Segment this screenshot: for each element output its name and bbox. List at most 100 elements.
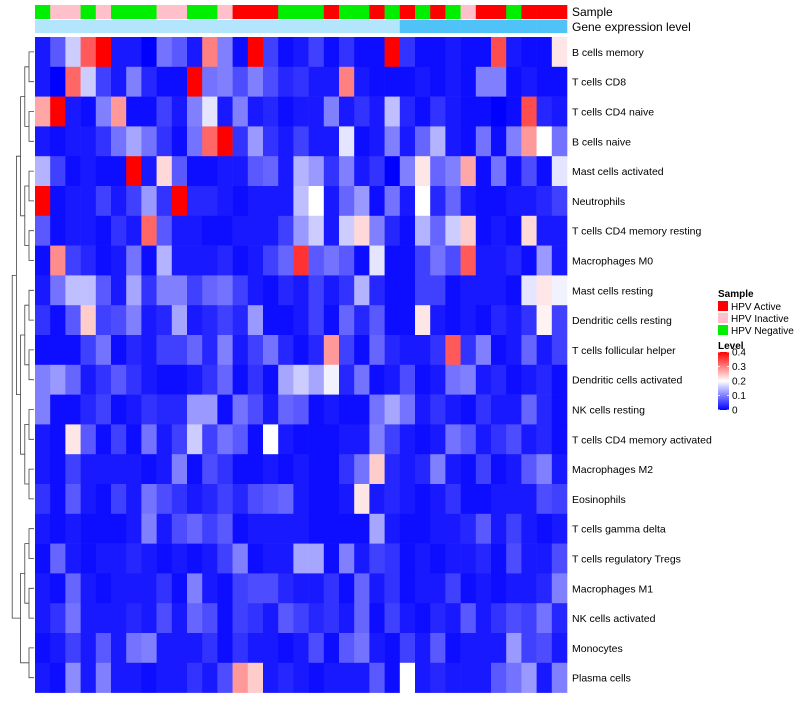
heatmap-cell	[445, 484, 461, 515]
expression-annotation-cell	[111, 20, 127, 33]
heatmap-cell	[202, 275, 218, 306]
heatmap-cell	[232, 37, 249, 68]
heatmap-cell	[65, 662, 81, 693]
heatmap-cell	[491, 424, 507, 455]
heatmap-cell	[217, 275, 233, 306]
heatmap-cell	[126, 543, 142, 574]
heatmap-cell	[308, 543, 325, 574]
heatmap-cell	[506, 484, 522, 515]
heatmap-cell	[141, 245, 157, 276]
row-label: T cells CD4 memory activated	[572, 434, 712, 446]
row-label: Dendritic cells resting	[572, 315, 672, 327]
heatmap-cell	[65, 394, 81, 425]
heatmap-cell	[35, 215, 51, 246]
dendrogram-branch	[28, 468, 34, 500]
sample-legend-swatch	[718, 301, 728, 311]
expression-annotation-cell	[126, 20, 142, 33]
heatmap-cell	[65, 633, 81, 664]
heatmap-cell	[475, 305, 492, 336]
heatmap-cell	[339, 573, 355, 604]
heatmap-cell	[506, 543, 522, 574]
heatmap-cell	[536, 126, 553, 157]
heatmap-cell	[369, 573, 385, 604]
heatmap-cell	[50, 603, 66, 634]
level-tick-label: 0.3	[732, 362, 746, 373]
heatmap-cell	[232, 156, 249, 187]
heatmap-cell	[506, 156, 522, 187]
heatmap-cell	[460, 394, 477, 425]
heatmap-cell	[80, 305, 97, 336]
heatmap-cell	[141, 454, 157, 485]
row-label: T cells follicular helper	[572, 345, 676, 357]
heatmap-cell	[95, 603, 112, 634]
heatmap-cell	[460, 335, 477, 366]
heatmap-cell	[126, 245, 142, 276]
heatmap-cell	[187, 484, 203, 515]
heatmap-cell	[308, 66, 325, 97]
heatmap-cell	[35, 66, 51, 97]
heatmap-cell	[399, 305, 416, 336]
heatmap-cell	[65, 126, 81, 157]
heatmap-cell	[491, 215, 507, 246]
heatmap-cell	[536, 96, 553, 127]
heatmap-cell	[202, 603, 218, 634]
heatmap-cell	[171, 305, 188, 336]
heatmap-cell	[460, 662, 477, 693]
heatmap-cell	[521, 126, 537, 157]
heatmap-cell	[65, 156, 81, 187]
heatmap-cell	[111, 513, 127, 544]
heatmap-cell	[460, 573, 477, 604]
heatmap-cell	[430, 96, 446, 127]
sample-annotation-cell	[80, 5, 97, 19]
heatmap-cell	[384, 335, 401, 366]
heatmap-cell	[354, 513, 370, 544]
heatmap-cell	[35, 126, 51, 157]
heatmap-cell	[141, 394, 157, 425]
heatmap-cell	[536, 603, 553, 634]
heatmap-cell	[369, 305, 385, 336]
heatmap-cell	[369, 424, 385, 455]
expression-annotation-cell	[475, 20, 492, 33]
heatmap-cell	[95, 335, 112, 366]
heatmap-cell	[156, 484, 173, 515]
heatmap-cell	[551, 96, 568, 127]
heatmap-cell	[126, 96, 142, 127]
heatmap-cell	[65, 335, 81, 366]
heatmap-cell	[536, 424, 553, 455]
dendrogram-branch	[11, 274, 21, 619]
expression-annotation-cell	[278, 20, 294, 33]
heatmap-cell	[445, 573, 461, 604]
heatmap-cell	[187, 364, 203, 395]
heatmap-cell	[293, 156, 309, 187]
heatmap-cell	[35, 37, 51, 68]
heatmap-cell	[80, 37, 97, 68]
heatmap-cell	[65, 96, 81, 127]
heatmap-cell	[111, 96, 127, 127]
heatmap-cell	[247, 394, 264, 425]
heatmap-cell	[50, 573, 66, 604]
heatmap-cell	[339, 364, 355, 395]
heatmap-cell	[506, 37, 522, 68]
heatmap-cell	[430, 484, 446, 515]
heatmap-cell	[521, 245, 537, 276]
sample-annotation-cell	[506, 5, 522, 19]
heatmap-cell	[65, 215, 81, 246]
heatmap-cell	[551, 543, 568, 574]
heatmap-cell	[293, 454, 309, 485]
heatmap-cell	[430, 335, 446, 366]
heatmap-cell	[171, 394, 188, 425]
heatmap-cell	[263, 394, 279, 425]
heatmap-cell	[187, 335, 203, 366]
heatmap-cell	[384, 573, 401, 604]
heatmap-cell	[491, 126, 507, 157]
heatmap-cell	[95, 186, 112, 217]
expression-annotation-cell	[445, 20, 461, 33]
heatmap-cell	[50, 543, 66, 574]
heatmap-cell	[95, 275, 112, 306]
heatmap-cell	[445, 603, 461, 634]
heatmap-cell	[95, 662, 112, 693]
heatmap-cell	[95, 245, 112, 276]
row-label: Plasma cells	[572, 673, 631, 685]
sample-annotation-cell	[278, 5, 294, 19]
row-label: Dendritic cells activated	[572, 375, 682, 387]
